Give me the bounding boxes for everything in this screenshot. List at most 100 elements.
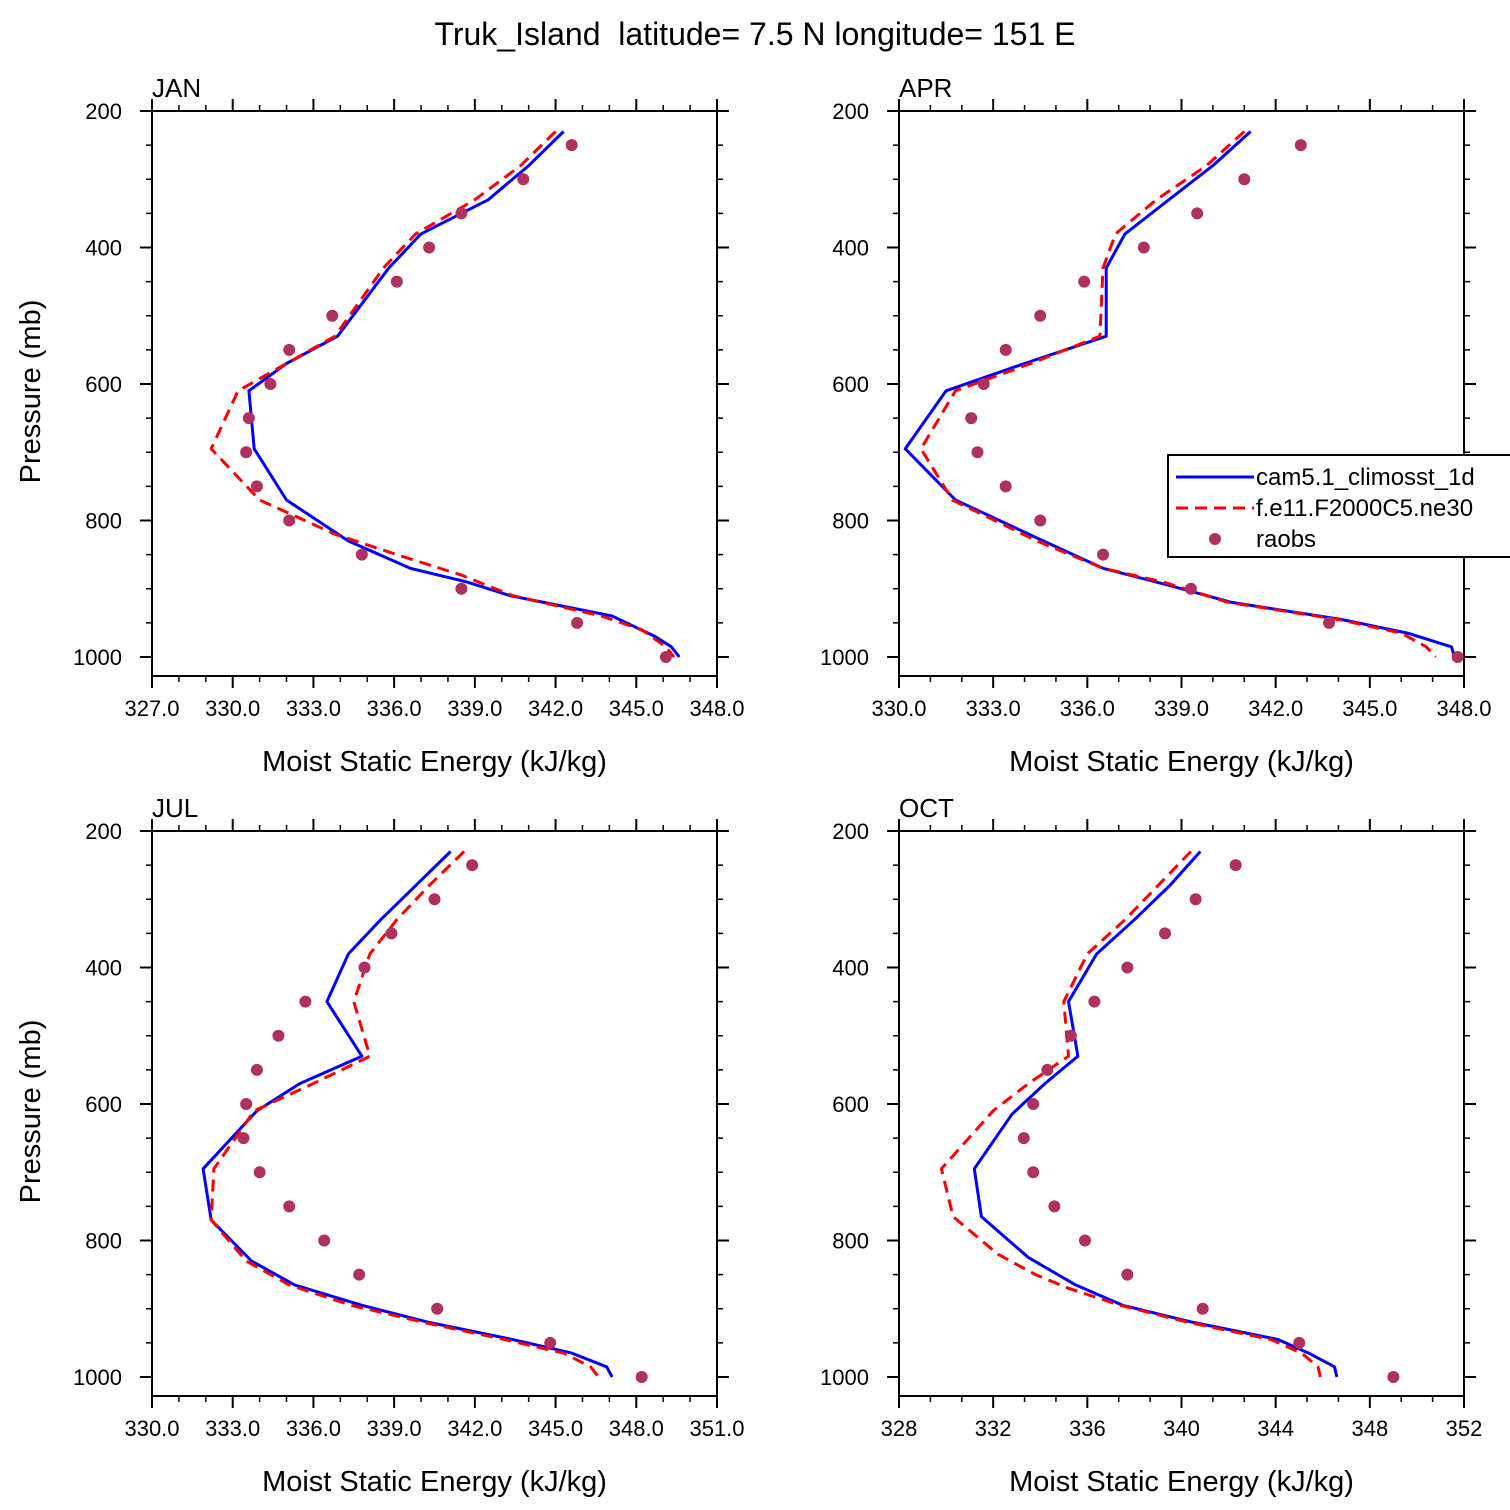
raobs-point [1294,139,1307,152]
y-tick-label: 600 [832,372,869,397]
y-tick-label: 800 [832,509,869,534]
x-tick-label: 345.0 [609,696,664,721]
x-tick-label: 327.0 [124,696,179,721]
plot-frame [151,110,718,677]
raobs-point [1196,1302,1209,1315]
raobs-point [1451,651,1464,663]
raobs-point [466,859,479,872]
y-tick-label: 600 [832,1092,869,1117]
raobs-point [1121,961,1134,974]
legend-marker [1209,533,1221,545]
x-tick-label: 348.0 [689,696,744,721]
raobs-point [1034,514,1047,527]
raobs-point [299,995,312,1008]
raobs-point [1078,275,1091,288]
x-tick-label: 348.0 [609,1416,664,1441]
raobs-point [544,1336,557,1349]
raobs-point [272,1029,285,1042]
raobs-point [1229,859,1242,872]
raobs-point [431,1302,444,1315]
x-axis-title: Moist Static Energy (kJ/kg) [262,746,607,778]
x-tick-label: 339.0 [447,696,502,721]
x-tick-label: 342.0 [528,696,583,721]
raobs-point [1027,1098,1040,1110]
legend-label: f.e11.F2000C5.ne30 [1256,495,1473,522]
x-tick-label: 348.0 [1436,696,1491,721]
y-tick-label: 1000 [820,645,869,670]
raobs-point [240,446,253,459]
raobs-point [517,173,530,186]
raobs-point [1078,1234,1091,1247]
y-tick-label: 800 [85,509,122,534]
x-tick-label: 333.0 [205,1416,260,1441]
legend-box [1167,454,1510,558]
x-axis-title: Moist Static Energy (kJ/kg) [262,1466,607,1498]
y-tick-label: 200 [832,819,869,844]
raobs-point [283,514,296,527]
y-tick-label: 200 [85,99,122,124]
cam-series-line [903,130,1457,658]
y-axis-title: Pressure (mb) [15,1020,47,1204]
raobs-point [1048,1200,1061,1213]
raobs-point [1121,1268,1134,1281]
x-tick-label: 328 [881,1416,918,1441]
panel-label: OCT [899,793,954,823]
raobs-point [1159,927,1172,940]
chart-panel-jul: JUL 330.0 333.0 336.0 339.0 342.0 345.0 348.0 35… [15,793,745,1498]
raobs-point [1238,173,1251,186]
cam-series-line [201,850,614,1378]
y-tick-label: 400 [832,956,869,981]
raobs-point [1097,548,1110,561]
raobs-point [250,1063,263,1076]
x-tick-label: 336.0 [1060,696,1115,721]
raobs-point [318,1234,331,1247]
raobs-point [1027,1166,1040,1179]
x-tick-label: 342.0 [447,1416,502,1441]
raobs-point [390,275,403,288]
raobs-point [1184,582,1197,595]
y-tick-label: 400 [85,956,122,981]
raobs-point [1189,893,1202,906]
x-tick-label: 342.0 [1248,696,1303,721]
raobs-point [455,582,468,595]
y-tick-label: 400 [832,236,869,261]
plot-content [201,850,648,1383]
plot-content [903,130,1464,663]
raobs-point [353,1268,366,1281]
raobs-point [355,548,368,561]
raobs-point [326,309,339,322]
raobs-point [237,1132,250,1145]
plot-frame [151,830,718,1397]
cam-series-line [247,130,681,658]
raobs-point [242,412,255,425]
raobs-point [1387,1371,1400,1383]
f2000-series-line [939,850,1322,1378]
x-tick-label: 345.0 [528,1416,583,1441]
cam-series-line [972,850,1339,1378]
x-tick-label: 336.0 [367,696,422,721]
panel-label: JAN [152,73,201,103]
raobs-point [264,378,277,390]
y-tick-label: 800 [832,1229,869,1254]
raobs-point [999,343,1012,356]
y-tick-label: 400 [85,236,122,261]
legend: cam5.1_climosst_1d f.e11.F2000C5.ne30 raob… [1167,454,1510,558]
f2000-series-line [209,130,676,658]
x-tick-label: 330.0 [871,696,926,721]
y-tick-label: 600 [85,372,122,397]
panels: JAN 327.0 330.0 333.0 336.0 339.0 342.0 345.0 34… [15,73,1492,1498]
y-tick-label: 1000 [73,645,122,670]
raobs-point [565,139,578,152]
chart-panel-apr: APR 330.0 333.0 336.0 339.0 342.0 345.0 348.0 20… [820,73,1491,778]
plot-content [209,130,681,663]
x-tick-label: 330.0 [205,696,260,721]
x-tick-label: 352 [1446,1416,1483,1441]
raobs-point [250,480,263,493]
raobs-point [283,343,296,356]
y-tick-label: 600 [85,1092,122,1117]
x-tick-label: 332 [975,1416,1012,1441]
x-tick-label: 345.0 [1342,696,1397,721]
x-tick-label: 351.0 [689,1416,744,1441]
x-tick-label: 336.0 [286,1416,341,1441]
